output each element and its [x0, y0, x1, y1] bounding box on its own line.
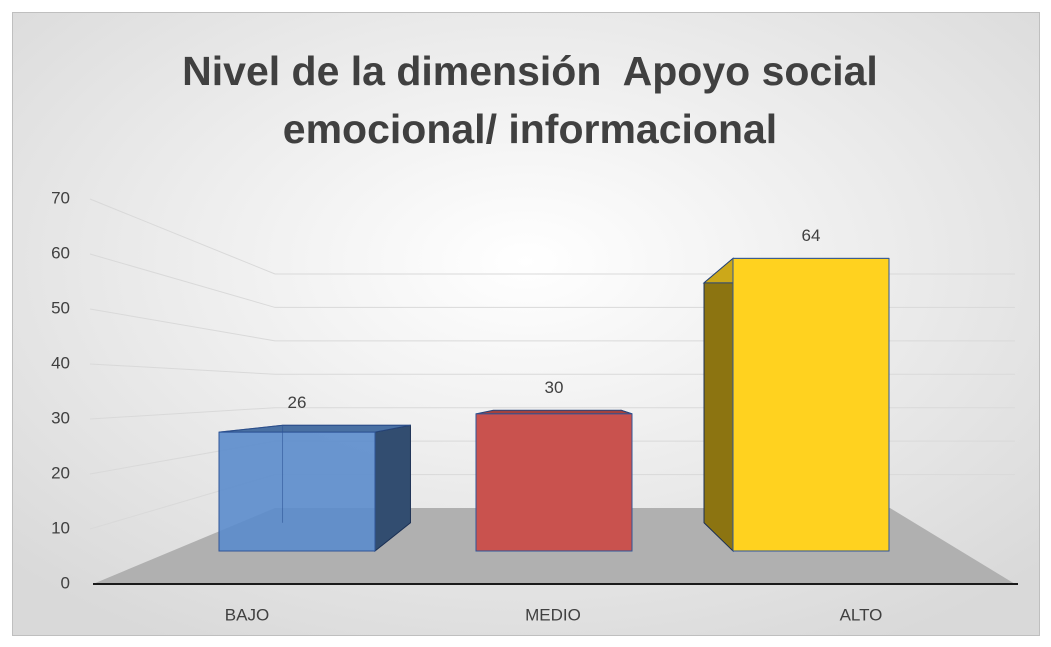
y-tick-label: 30	[51, 408, 70, 427]
y-tick-label: 40	[51, 353, 70, 372]
bar	[475, 413, 633, 552]
y-tick-label: 50	[51, 298, 70, 317]
x-tick-label: ALTO	[840, 605, 883, 624]
x-tick-label: BAJO	[225, 605, 269, 624]
bar	[732, 257, 890, 552]
y-tick-label: 70	[51, 188, 70, 207]
value-label: 64	[802, 226, 821, 245]
value-label: 30	[545, 378, 564, 397]
y-tick-label: 0	[61, 573, 70, 592]
value-label: 26	[288, 393, 307, 412]
bar	[218, 431, 376, 552]
y-tick-label: 10	[51, 518, 70, 537]
x-tick-label: MEDIO	[525, 605, 581, 624]
y-tick-label: 60	[51, 243, 70, 262]
y-tick-label: 20	[51, 463, 70, 482]
bar-side	[703, 257, 734, 553]
chart-title: Nivel de la dimensión Apoyo social emoci…	[182, 48, 890, 152]
bar-back-edge	[218, 424, 411, 523]
bar-top	[475, 409, 633, 415]
